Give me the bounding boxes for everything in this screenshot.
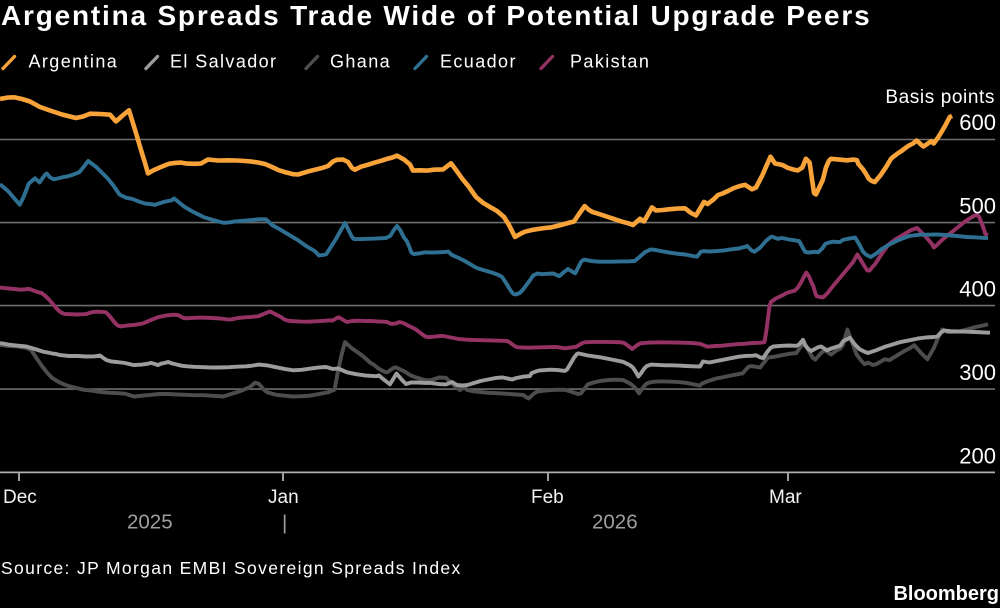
- svg-text:2025: 2025: [127, 511, 173, 534]
- svg-text:Feb: Feb: [531, 487, 564, 508]
- svg-text:200: 200: [959, 444, 996, 469]
- svg-text:|: |: [282, 512, 287, 535]
- svg-text:500: 500: [959, 194, 996, 219]
- svg-text:Argentina: Argentina: [29, 52, 119, 72]
- svg-text:300: 300: [959, 360, 996, 385]
- svg-text:Ghana: Ghana: [330, 52, 391, 72]
- svg-text:Basis points: Basis points: [885, 87, 995, 108]
- svg-text:Ecuador: Ecuador: [440, 52, 517, 72]
- svg-text:600: 600: [959, 110, 996, 135]
- svg-text:Argentina Spreads Trade Wide o: Argentina Spreads Trade Wide of Potentia…: [1, 0, 872, 31]
- svg-text:El Salvador: El Salvador: [170, 52, 277, 72]
- svg-text:Source: JP Morgan EMBI Soverei: Source: JP Morgan EMBI Sovereign Spreads…: [1, 558, 462, 578]
- svg-text:2026: 2026: [592, 511, 638, 534]
- svg-text:400: 400: [959, 277, 996, 302]
- svg-text:Bloomberg: Bloomberg: [893, 583, 999, 605]
- svg-text:Jan: Jan: [268, 487, 299, 508]
- svg-text:Dec: Dec: [3, 487, 37, 508]
- svg-text:Pakistan: Pakistan: [570, 52, 650, 72]
- svg-text:Mar: Mar: [769, 487, 802, 508]
